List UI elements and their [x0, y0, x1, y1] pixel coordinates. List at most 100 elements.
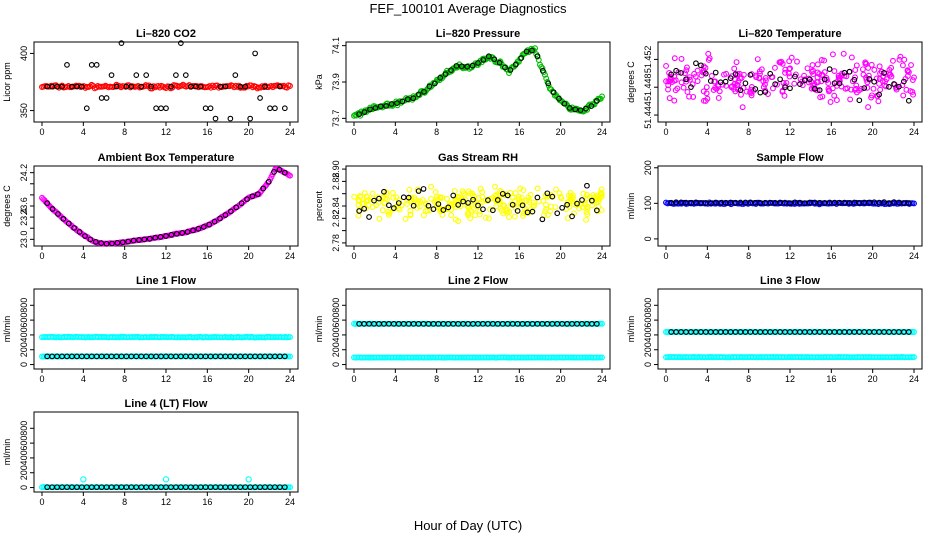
data-point — [468, 208, 475, 214]
x-tick-label: 0 — [663, 127, 668, 137]
data-point — [65, 220, 72, 227]
data-point — [814, 61, 821, 68]
data-point — [179, 230, 186, 236]
data-point — [756, 68, 763, 75]
data-point — [182, 72, 189, 78]
data-point — [450, 192, 457, 199]
data-point — [197, 83, 204, 90]
y-tick-label: 0 — [19, 362, 29, 367]
panel-title: Line 1 Flow — [136, 275, 196, 287]
data-point — [836, 80, 843, 87]
panel-title: Ambient Box Temperature — [98, 152, 235, 164]
data-point — [809, 68, 815, 75]
data-point — [408, 195, 415, 202]
data-point — [665, 82, 672, 89]
data-point — [731, 65, 738, 72]
data-point — [812, 86, 819, 93]
data-point — [599, 93, 605, 100]
data-point — [705, 57, 712, 63]
x-tick-label: 24 — [285, 251, 295, 261]
data-point — [493, 192, 500, 199]
x-tick-label: 4 — [81, 251, 86, 261]
data-point — [247, 115, 254, 122]
x-tick-label: 0 — [351, 251, 356, 261]
data-point — [212, 115, 219, 122]
data-points — [663, 199, 917, 208]
data-point — [589, 198, 596, 205]
y-tick-label: 800 — [19, 421, 29, 436]
data-point — [747, 89, 754, 96]
data-point — [543, 75, 550, 82]
y-tick-label: 2.88 — [331, 173, 341, 191]
data-point — [871, 66, 878, 73]
data-point — [518, 55, 525, 61]
data-point — [351, 193, 358, 200]
data-point — [897, 53, 904, 60]
data-point — [683, 67, 690, 74]
data-point — [564, 201, 570, 208]
panel-title: Li–820 CO2 — [136, 28, 196, 40]
data-point — [511, 213, 518, 220]
data-point — [900, 92, 907, 99]
data-point — [567, 193, 574, 200]
data-point — [673, 67, 679, 74]
data-point — [792, 73, 798, 80]
x-tick-label: 12 — [161, 251, 171, 261]
data-point — [584, 195, 591, 202]
data-point — [60, 215, 67, 222]
data-point — [539, 216, 546, 223]
x-tick-label: 4 — [393, 374, 398, 384]
data-point — [908, 62, 914, 68]
x-tick-label: 24 — [597, 251, 607, 261]
y-tick-label: 74.1 — [331, 37, 341, 55]
series-2 — [668, 199, 912, 206]
data-point — [825, 80, 832, 87]
data-point — [432, 189, 439, 196]
panel-title: Line 4 (LT) Flow — [125, 398, 208, 410]
data-point — [710, 87, 717, 93]
series-1 — [39, 81, 293, 92]
data-point — [767, 70, 774, 77]
data-point — [549, 193, 556, 200]
x-tick-label: 4 — [81, 374, 86, 384]
data-point — [265, 178, 272, 185]
x-tick-label: 16 — [514, 127, 524, 137]
data-point — [287, 334, 293, 341]
data-point — [678, 55, 685, 62]
panel-title: Line 2 Flow — [448, 275, 508, 287]
data-point — [877, 86, 884, 93]
data-point — [846, 68, 853, 75]
panel-9: Line 3 Flow ml/min 0 4 8 12 16 20 24 0 20040060080… — [626, 275, 923, 384]
data-point — [371, 197, 377, 204]
data-point — [479, 189, 486, 195]
data-point — [552, 204, 559, 211]
data-points — [351, 182, 605, 225]
data-point — [827, 99, 834, 105]
data-point — [904, 73, 911, 79]
data-point — [888, 73, 895, 80]
data-point — [383, 103, 390, 109]
data-point — [133, 72, 140, 78]
data-point — [889, 57, 896, 64]
y-tick-label: 350 — [19, 103, 29, 118]
data-point — [590, 191, 597, 198]
series-1 — [39, 476, 293, 491]
data-point — [852, 67, 859, 73]
data-point — [76, 229, 83, 235]
data-point — [254, 191, 261, 197]
series-2 — [44, 166, 288, 247]
data-point — [877, 70, 884, 77]
data-point — [390, 205, 397, 211]
y-axis-label: ml/min — [626, 193, 636, 220]
data-point — [487, 206, 494, 213]
data-point — [583, 209, 590, 216]
data-point — [566, 105, 573, 111]
data-point — [539, 65, 546, 72]
data-point — [448, 212, 455, 219]
data-point — [678, 70, 684, 76]
data-point — [207, 105, 214, 112]
data-point — [238, 200, 245, 207]
data-point — [539, 67, 546, 74]
data-point — [93, 62, 100, 68]
